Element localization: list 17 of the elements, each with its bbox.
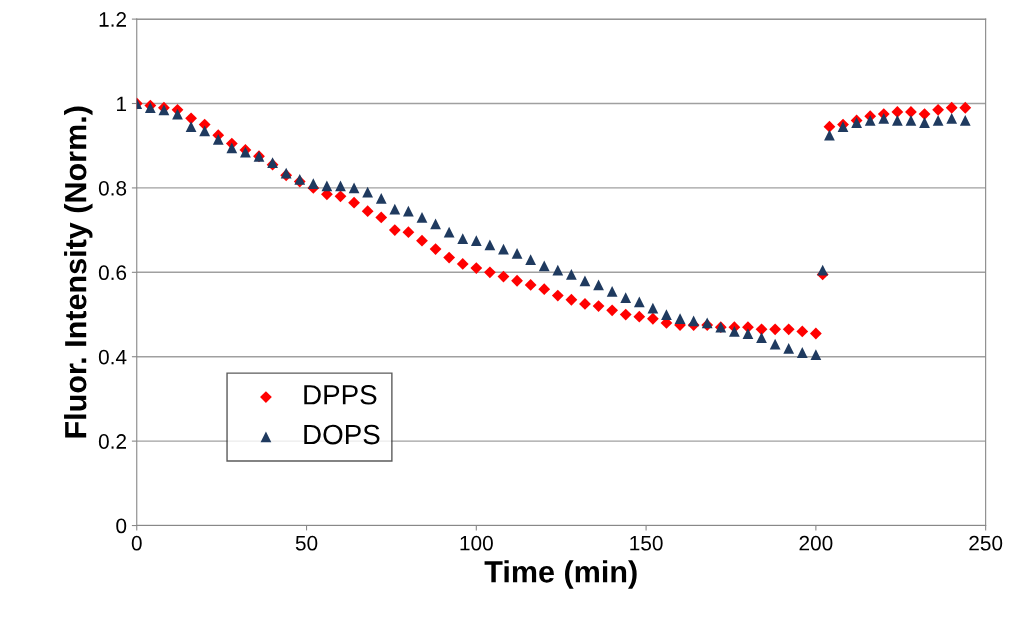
x-tick-label: 0 [131,535,142,551]
legend-label: DOPS [304,424,380,445]
x-axis-title: Time (min) [484,560,637,589]
y-tick-label: 1 [117,96,127,112]
y-tick-label: 1.2 [99,12,126,27]
x-tick-label: 100 [460,535,493,551]
y-tick-label: 0.4 [98,349,127,365]
x-tick-label: 150 [630,535,663,551]
legend-label: DPPS [304,384,377,405]
y-tick-label: 0.6 [98,265,127,281]
y-tick-label: 0.8 [98,180,127,196]
y-tick-label: 0 [116,518,127,534]
x-tick-label: 250 [969,535,1003,551]
x-tick-label: 50 [295,535,318,551]
y-tick-label: 0.2 [98,434,126,449]
x-tick-label: 200 [799,535,833,551]
y-axis-title: Fluor. Intensity (Norm.) [64,106,93,438]
